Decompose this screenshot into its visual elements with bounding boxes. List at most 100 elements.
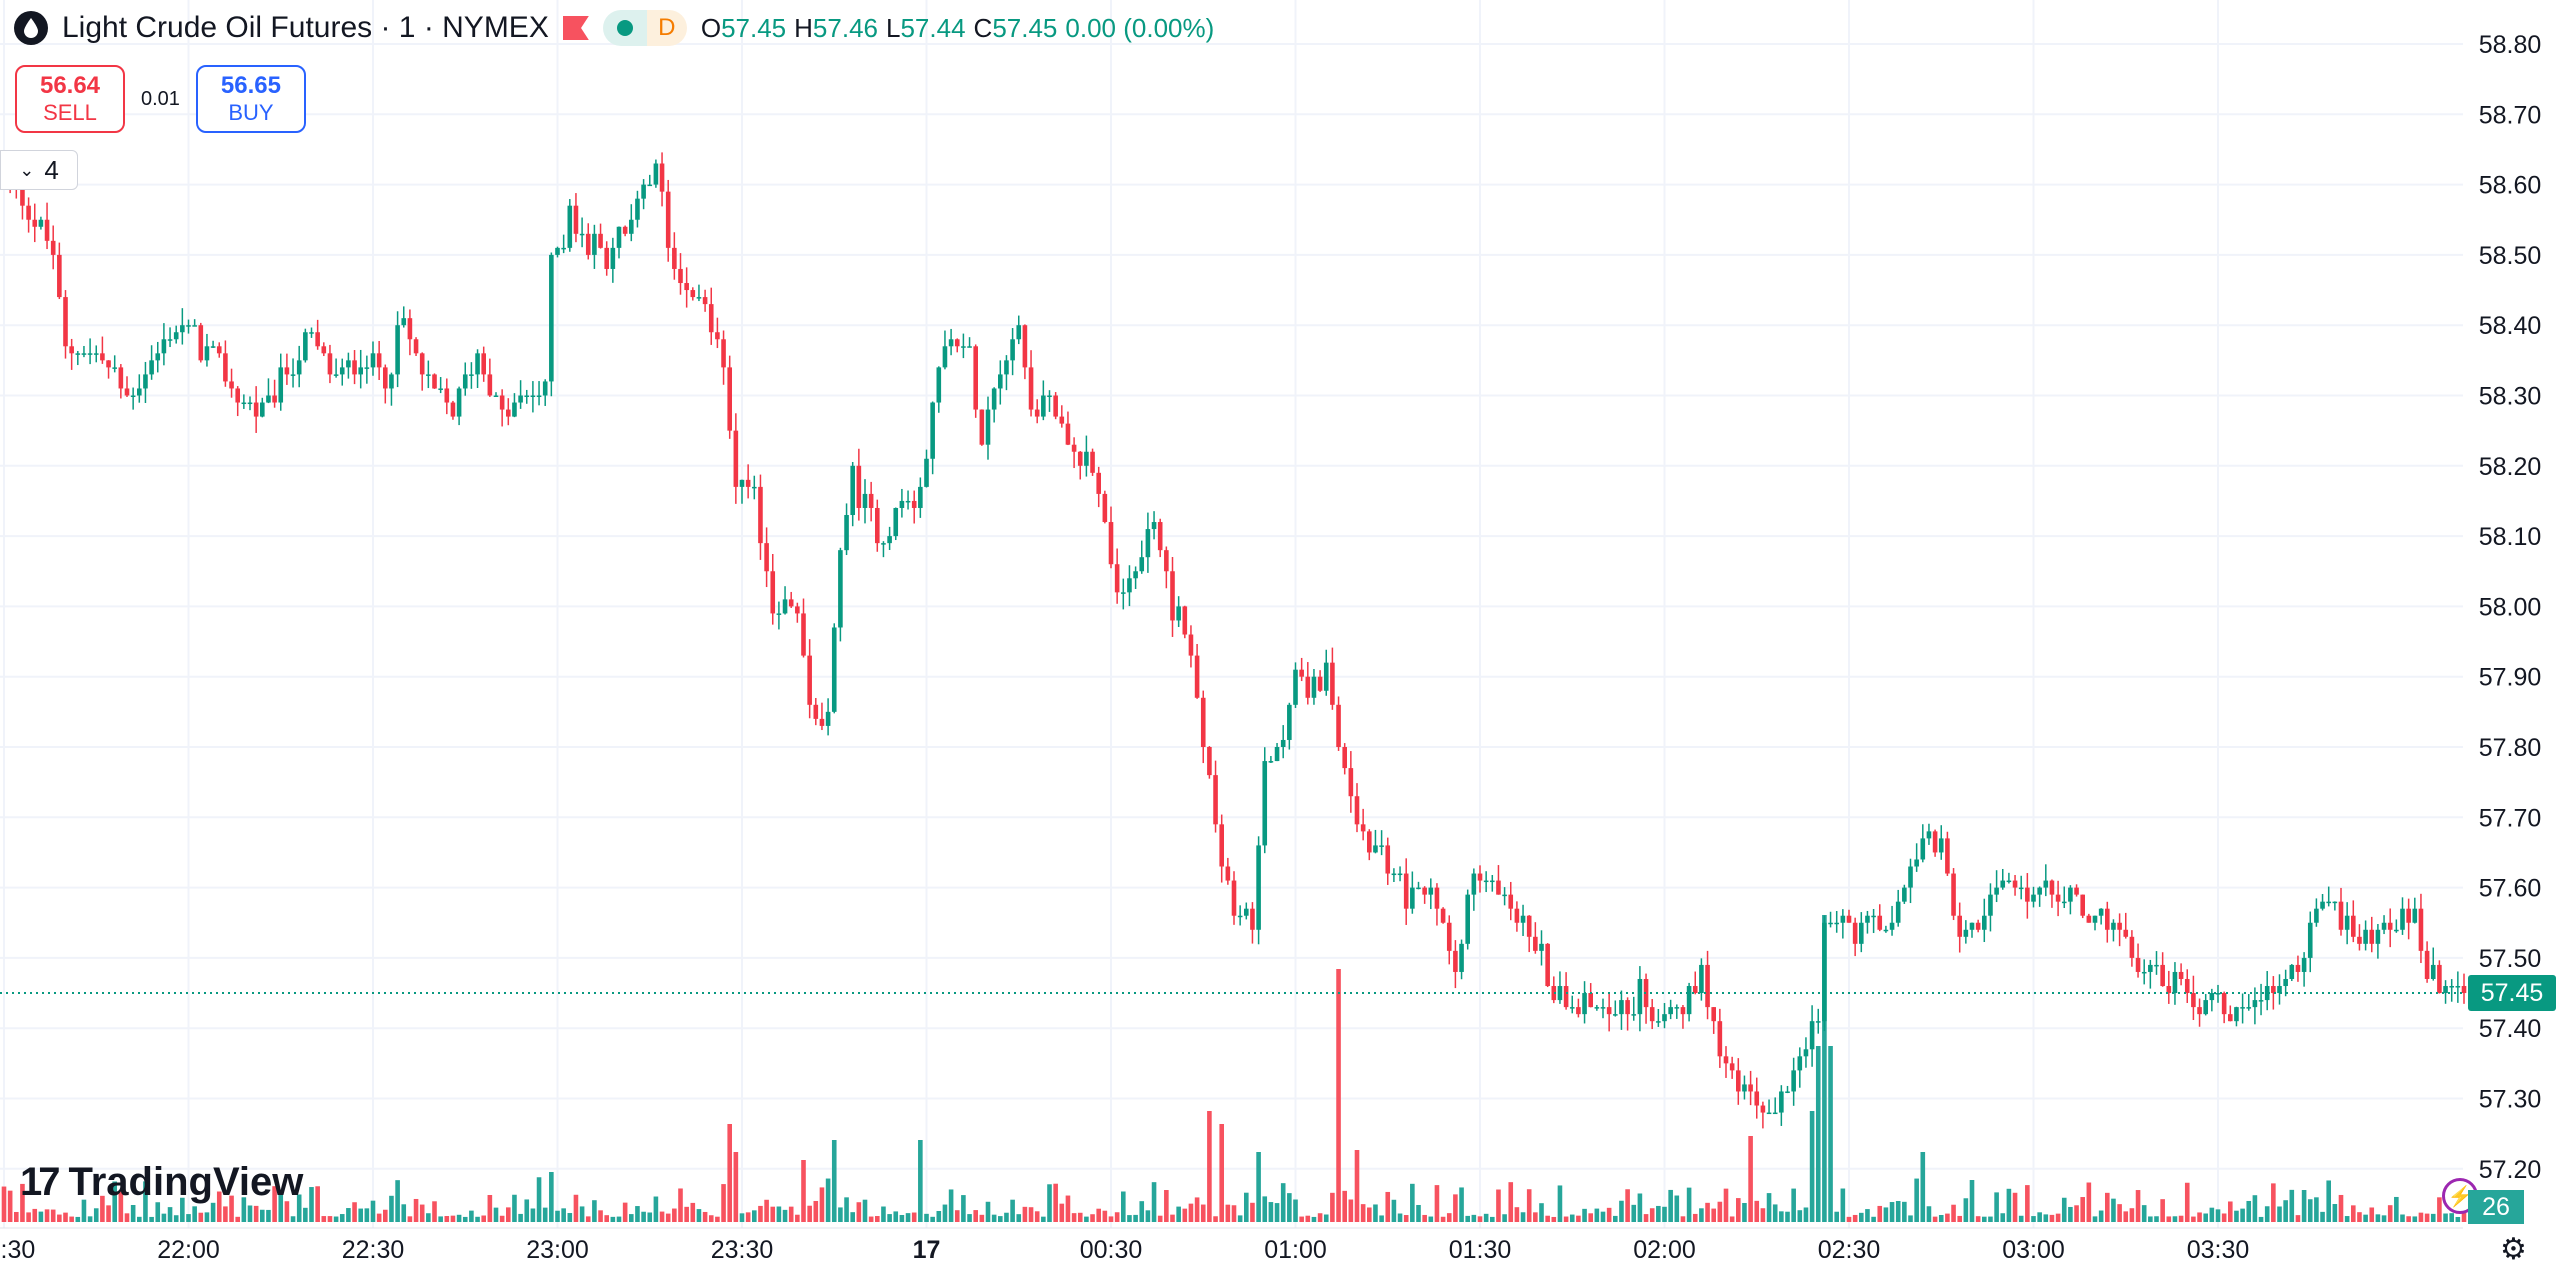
tradingview-logo[interactable]: 17 TradingView xyxy=(20,1160,303,1205)
candle-body xyxy=(1077,451,1083,466)
volume-bar xyxy=(1760,1208,1766,1222)
candle-body xyxy=(1557,986,1563,1001)
volume-bar xyxy=(167,1207,173,1222)
chart-settings-icon[interactable]: ⚙ xyxy=(2500,1233,2527,1266)
volume-bar xyxy=(942,1204,948,1222)
volume-bar xyxy=(2271,1183,2276,1222)
candle-body xyxy=(1736,1070,1741,1092)
volume-bar xyxy=(370,1200,376,1222)
candle-body xyxy=(1779,1091,1784,1113)
price-tick-label: 58.10 xyxy=(2479,523,2542,551)
candle-body xyxy=(1680,1007,1686,1015)
volume-bar xyxy=(868,1216,874,1222)
volume-bar xyxy=(1428,1216,1434,1222)
candle-body xyxy=(1508,894,1514,909)
candle-body xyxy=(708,304,714,333)
candle-body xyxy=(20,184,25,206)
volume-bar xyxy=(352,1202,357,1222)
volume-bar xyxy=(1920,1152,1926,1222)
candle-body xyxy=(456,388,462,417)
volume-bar xyxy=(2061,1197,2067,1222)
candle-body xyxy=(2049,880,2055,895)
volume-bar xyxy=(1114,1212,1120,1222)
high-value: 57.46 xyxy=(812,12,878,43)
volume-bar xyxy=(1736,1198,1741,1222)
volume-bar xyxy=(684,1206,689,1222)
time-tick-label: 01:00 xyxy=(1264,1236,1327,1264)
volume-bar xyxy=(1822,915,1827,1222)
volume-bar xyxy=(1600,1211,1606,1222)
candle-body xyxy=(1317,676,1323,691)
candle-body xyxy=(278,367,284,403)
volume-bar xyxy=(604,1215,609,1222)
volume-bar xyxy=(2203,1213,2208,1222)
candle-body xyxy=(210,346,216,348)
candle-body xyxy=(1323,662,1329,691)
volume-bar xyxy=(1772,1204,1778,1222)
candle-body xyxy=(936,367,942,403)
candle-body xyxy=(1797,1056,1803,1071)
candle-body xyxy=(1256,845,1261,930)
candle-body xyxy=(229,381,234,389)
candle-body xyxy=(1477,873,1483,881)
volume-bar xyxy=(346,1208,351,1222)
volume-bar xyxy=(284,1201,290,1222)
price-tick-label: 57.20 xyxy=(2479,1156,2542,1184)
candle-body xyxy=(469,374,474,376)
candle-body xyxy=(2061,901,2067,904)
volume-bar xyxy=(309,1187,314,1222)
candle-body xyxy=(1410,887,1415,909)
candle-body xyxy=(813,704,819,719)
candle-body xyxy=(1945,838,1950,874)
volume-bar xyxy=(2234,1210,2239,1222)
candle-body xyxy=(1533,936,1538,951)
volume-bar xyxy=(2086,1182,2092,1222)
volume-bar xyxy=(124,1213,130,1222)
last-volume-label: 26 xyxy=(2468,1190,2524,1224)
volume-bar xyxy=(1182,1208,1188,1222)
candle-body xyxy=(942,346,948,368)
candle-body xyxy=(1127,578,1132,593)
candle-body xyxy=(2184,978,2190,994)
volume-bar xyxy=(87,1216,93,1222)
volume-bar xyxy=(493,1207,499,1222)
volume-bar xyxy=(1852,1214,1858,1222)
candle-body xyxy=(2037,887,2042,895)
candle-body xyxy=(32,219,38,227)
candle-body xyxy=(1391,873,1397,876)
indicators-toggle-button[interactable]: ⌄ 4 xyxy=(0,150,78,190)
volume-bar xyxy=(616,1216,622,1222)
volume-bar xyxy=(432,1201,437,1222)
spread-value: 0.01 xyxy=(141,87,180,110)
candle-body xyxy=(918,486,923,508)
sell-button[interactable]: 56.64 SELL xyxy=(15,65,125,133)
buy-price: 56.65 xyxy=(220,72,281,99)
flag-icon[interactable] xyxy=(562,16,589,40)
volume-bar xyxy=(1828,1046,1833,1222)
buy-button[interactable]: 56.65 BUY xyxy=(195,65,306,133)
volume-bar xyxy=(118,1190,124,1222)
volume-bar xyxy=(2025,1185,2030,1222)
candle-body xyxy=(875,507,880,544)
time-tick-label: 03:30 xyxy=(2187,1236,2250,1264)
candle-body xyxy=(1576,1007,1581,1015)
market-status-pill[interactable]: D xyxy=(602,10,687,46)
candle-body xyxy=(284,367,290,375)
oil-drop-icon xyxy=(14,11,48,45)
candle-body xyxy=(389,374,394,389)
lightning-icon[interactable]: ⚡ xyxy=(2442,1178,2478,1214)
volume-bar xyxy=(573,1194,579,1222)
candle-body xyxy=(407,318,413,340)
time-tick-label: 02:00 xyxy=(1633,1236,1696,1264)
volume-bar xyxy=(1041,1216,1046,1222)
candle-body xyxy=(1453,950,1458,972)
volume-bar xyxy=(1631,1204,1637,1222)
symbol-title[interactable]: Light Crude Oil Futures · 1 · NYMEX xyxy=(62,11,549,44)
volume-bar xyxy=(542,1207,548,1222)
candle-body xyxy=(2012,880,2018,888)
volume-bar xyxy=(438,1216,443,1222)
volume-bar xyxy=(1545,1215,1550,1222)
candle-body xyxy=(1182,606,1188,635)
candle-body xyxy=(1637,978,1643,1015)
